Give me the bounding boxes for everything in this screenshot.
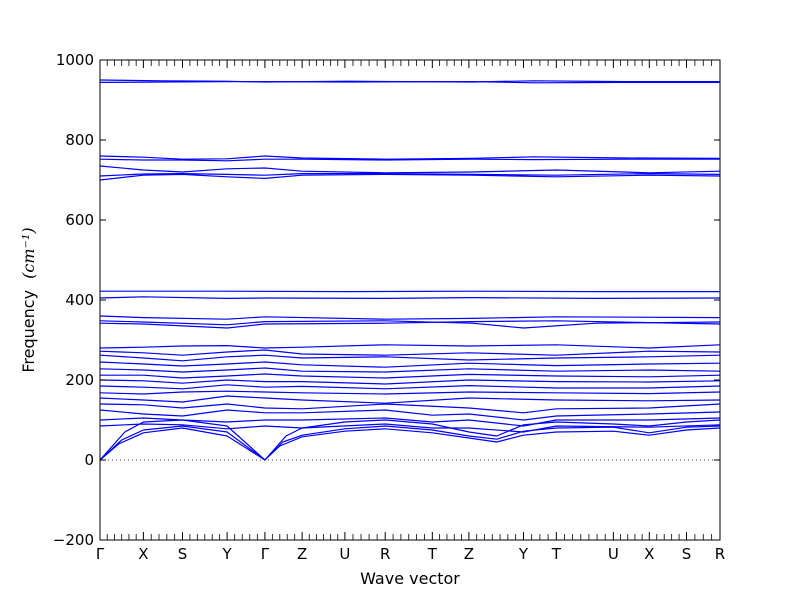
y-axis-title-unit: (cm⁻¹) (19, 227, 38, 278)
x-tick-label: Y (518, 545, 529, 563)
band-line-29 (99, 419, 721, 461)
y-tick-label: 200 (65, 371, 94, 389)
band-line-21 (99, 390, 721, 395)
band-line-7 (99, 173, 721, 181)
band-line-14 (99, 349, 721, 356)
x-tick-label: X (138, 545, 148, 563)
band-line-6 (99, 173, 721, 177)
y-tick-label: 1000 (56, 51, 94, 69)
y-axis-title: Frequency (cm⁻¹) (19, 227, 38, 372)
x-tick-label: S (178, 545, 188, 563)
y-tick-label: 600 (65, 211, 94, 229)
y-tick-label: −200 (53, 531, 94, 549)
x-tick-label: T (551, 545, 562, 563)
band-line-4 (99, 158, 720, 162)
band-lines (99, 79, 721, 461)
y-tick-label: 0 (84, 451, 94, 469)
band-line-5 (99, 165, 721, 174)
band-line-11 (99, 320, 721, 329)
x-tick-label: Y (222, 545, 233, 563)
band-line-1 (99, 79, 720, 83)
x-tick-label: S (682, 545, 692, 563)
band-line-10 (99, 315, 721, 320)
band-line-2 (99, 80, 720, 84)
x-tick-label: Z (464, 545, 474, 563)
band-line-19 (99, 379, 721, 385)
y-tick-label: 400 (65, 291, 94, 309)
band-line-12 (99, 320, 721, 329)
band-line-22 (99, 395, 721, 404)
x-tick-label: U (608, 545, 619, 563)
band-line-27 (99, 427, 721, 461)
y-tick-label: 800 (65, 131, 94, 149)
x-tick-label: X (644, 545, 654, 563)
band-line-15 (99, 354, 721, 362)
band-line-20 (99, 384, 721, 390)
y-axis-title-main: Frequency (19, 290, 38, 373)
band-line-13 (99, 344, 721, 349)
band-line-9 (99, 296, 721, 299)
plot-frame (99, 59, 721, 541)
x-tick-label: Γ (96, 545, 105, 563)
x-tick-label: T (427, 545, 438, 563)
band-line-3 (99, 155, 721, 160)
band-line-17 (99, 367, 721, 373)
band-line-16 (99, 361, 721, 368)
band-line-26 (99, 423, 721, 433)
band-line-18 (100, 373, 721, 379)
x-tick-label: R (380, 545, 390, 563)
band-line-28 (99, 425, 721, 461)
x-tick-label: Z (297, 545, 307, 563)
x-axis-title: Wave vector (360, 569, 460, 588)
band-line-23 (99, 403, 721, 414)
x-tick-label: Γ (261, 545, 270, 563)
band-line-24 (99, 409, 721, 421)
x-tick-label: U (339, 545, 350, 563)
x-tick-label: R (715, 545, 725, 563)
